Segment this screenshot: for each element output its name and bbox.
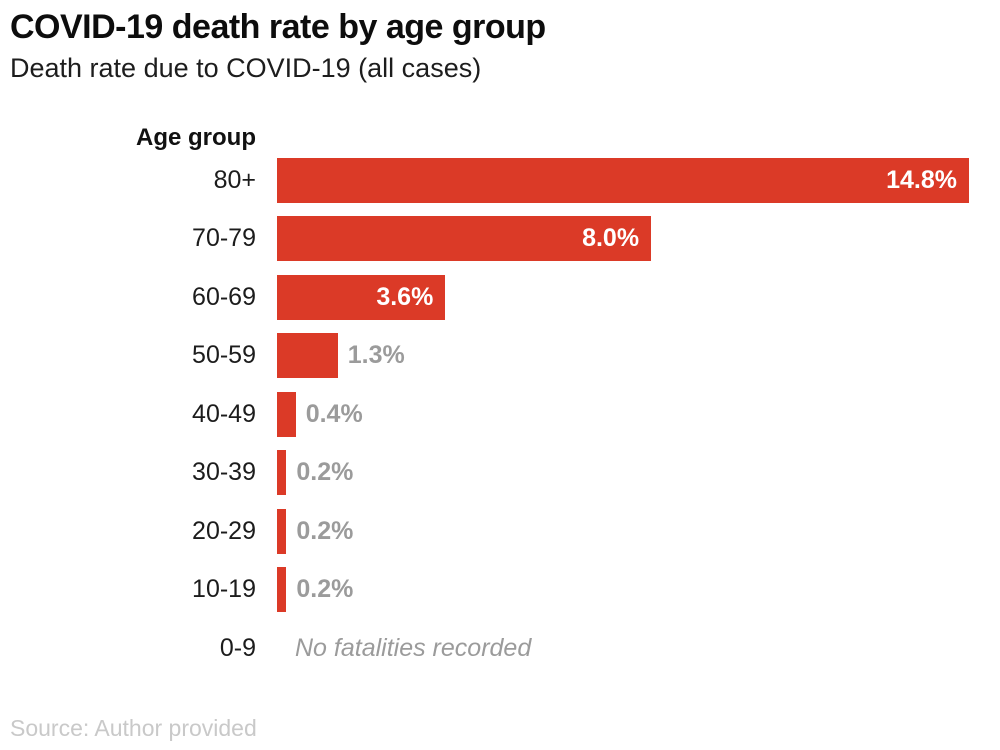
category-label: 40-49	[192, 399, 256, 428]
bar-track: 1.3%	[277, 333, 969, 379]
value-label: 3.6%	[376, 282, 434, 311]
bar-track: 0.2%	[277, 508, 969, 554]
value-label: 1.3%	[347, 341, 405, 370]
bar-track: 0.2%	[277, 450, 969, 496]
category-label: 60-69	[192, 282, 256, 311]
bar-track: No fatalities recorded	[277, 626, 969, 671]
chart-row: 10-19 0.2%	[0, 561, 969, 620]
chart-row: 50-59 1.3%	[0, 327, 969, 386]
category-label: 10-19	[192, 575, 256, 604]
value-label: 14.8%	[886, 165, 957, 194]
chart-row: 80+ 14.8%	[0, 151, 969, 210]
category-label: 0-9	[219, 633, 256, 662]
bar-track: 8.0%	[277, 216, 969, 262]
chart-row: 40-49 0.4%	[0, 385, 969, 444]
bar: 8.0%	[277, 216, 652, 262]
chart-row: 60-69 3.6%	[0, 268, 969, 327]
chart-row: 70-79 8.0%	[0, 210, 969, 269]
axis-title: Age group	[136, 124, 256, 152]
value-label: 0.4%	[305, 399, 363, 428]
bar-track: 0.4%	[277, 391, 969, 437]
axis-title-row: Age group	[0, 124, 969, 151]
chart-row: 20-29 0.2%	[0, 502, 969, 561]
bar	[277, 450, 287, 496]
bar-track: 14.8%	[277, 157, 969, 203]
value-label: 0.2%	[296, 458, 354, 487]
bar-track: 0.2%	[277, 567, 969, 613]
chart-subtitle: Death rate due to COVID-19 (all cases)	[10, 53, 482, 84]
value-label: 0.2%	[296, 516, 354, 545]
category-label: 70-79	[192, 224, 256, 253]
chart-row: 0-9 No fatalities recorded	[0, 619, 969, 678]
category-label: 30-39	[192, 458, 256, 487]
value-label: 0.2%	[296, 575, 354, 604]
category-label: 80+	[213, 165, 256, 194]
bar-chart: Age group 80+ 14.8% 70-79 8.0% 60-69 3.6% 50-5…	[0, 124, 1000, 678]
bar	[277, 391, 296, 437]
bar: 14.8%	[277, 157, 969, 203]
bar: 3.6%	[277, 274, 446, 320]
no-data-note: No fatalities recorded	[295, 633, 532, 662]
bar	[277, 567, 287, 613]
bar-track: 3.6%	[277, 274, 969, 320]
chart-row: 30-39 0.2%	[0, 444, 969, 503]
chart-rows: 80+ 14.8% 70-79 8.0% 60-69 3.6% 50-59 1.3% 40-49…	[0, 151, 969, 678]
value-label: 8.0%	[582, 224, 640, 253]
category-label: 50-59	[192, 341, 256, 370]
bar	[277, 508, 287, 554]
category-label: 20-29	[192, 516, 256, 545]
chart-title: COVID-19 death rate by age group	[10, 8, 546, 46]
bar	[277, 333, 338, 379]
source-note: Source: Author provided	[10, 715, 257, 741]
